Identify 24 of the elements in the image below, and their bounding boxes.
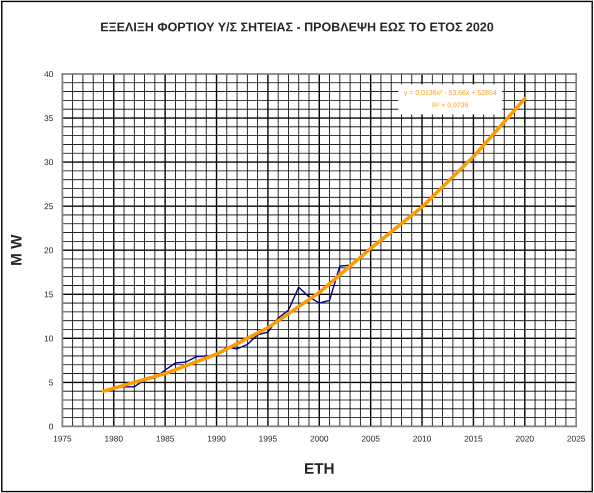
y-tick-label: 30	[44, 159, 54, 166]
x-tick-label: 2020	[516, 436, 534, 442]
y-tick-label: 15	[44, 292, 53, 298]
x-tick-label: 2010	[413, 436, 431, 442]
y-tick-label: 40	[44, 71, 54, 78]
x-axis-title: ΕΤΗ	[305, 463, 334, 474]
chart-title: ΕΞΕΛΙΞΗ ΦΟΡΤΙΟΥ Υ/Σ ΣΗΤΕΙΑΣ - ΠΡΟΒΛΕΨΗ ΕΩΣ ΤΟ ΕΤΟΣ 2020	[101, 22, 494, 32]
x-tick-label: 1975	[54, 436, 72, 442]
y-tick-label: 35	[44, 115, 53, 122]
x-tick-label: 2005	[362, 436, 380, 442]
x-tick-label: 1980	[105, 436, 123, 442]
y-tick-label: 20	[44, 247, 54, 254]
x-tick-label: 1990	[208, 436, 226, 442]
x-tick-label: 2015	[464, 436, 482, 442]
y-axis-title: M W	[10, 234, 22, 265]
y-tick-label: 10	[44, 336, 54, 342]
y-tick-label: 25	[44, 203, 53, 210]
x-tick-label: 1985	[156, 436, 174, 442]
x-tick-label: 2025	[567, 436, 586, 442]
line-series	[102, 96, 527, 393]
y-tick-label: 5	[49, 380, 53, 386]
x-tick-label: 1995	[259, 436, 277, 442]
y-tick-label: 0	[49, 424, 54, 430]
x-tick-label: 2000	[310, 436, 328, 442]
